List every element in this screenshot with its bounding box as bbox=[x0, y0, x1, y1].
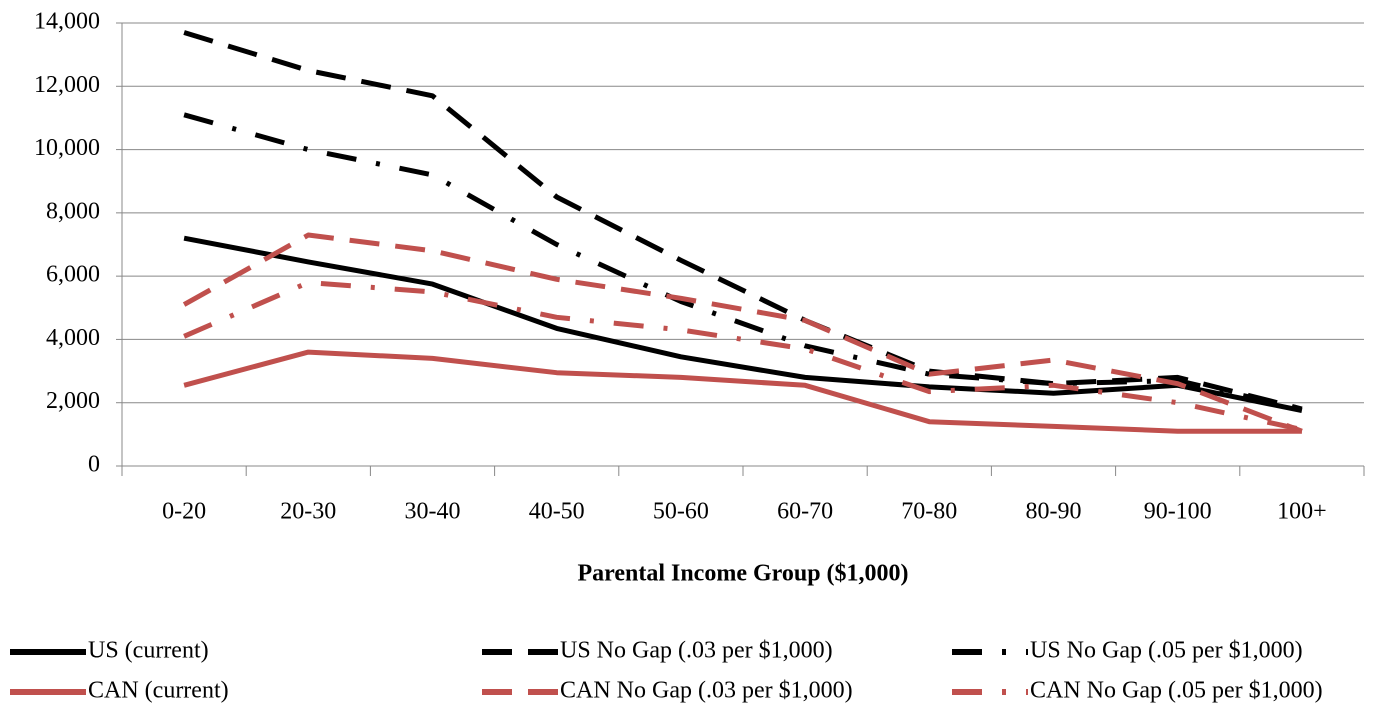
x-tick-label: 90-100 bbox=[1144, 499, 1212, 525]
legend-label: CAN No Gap (.05 per $1,000) bbox=[1030, 678, 1323, 704]
x-tick-label: 100+ bbox=[1277, 499, 1327, 525]
x-tick-label: 30-40 bbox=[405, 499, 461, 525]
y-tick-label: 10,000 bbox=[34, 135, 100, 161]
series-line bbox=[182, 232, 1303, 434]
y-tick-label: 2,000 bbox=[46, 388, 100, 414]
y-tick-label: 14,000 bbox=[34, 9, 100, 35]
series-line bbox=[183, 112, 1303, 412]
x-tick-label: 70-80 bbox=[901, 499, 957, 525]
x-tick-label: 40-50 bbox=[529, 499, 585, 525]
series-line bbox=[183, 235, 1303, 414]
y-tick-label: 4,000 bbox=[46, 325, 100, 351]
x-tick-label: 0-20 bbox=[162, 499, 206, 525]
x-tick-label: 50-60 bbox=[653, 499, 709, 525]
x-axis-title: Parental Income Group ($1,000) bbox=[577, 561, 908, 587]
x-tick-label: 60-70 bbox=[777, 499, 833, 525]
legend-label: US No Gap (.05 per $1,000) bbox=[1030, 638, 1303, 664]
y-tick-label: 0 bbox=[88, 452, 100, 478]
legend-label: CAN (current) bbox=[88, 678, 229, 704]
y-tick-label: 6,000 bbox=[46, 262, 100, 288]
y-tick-label: 12,000 bbox=[34, 72, 100, 98]
x-tick-label: 20-30 bbox=[280, 499, 336, 525]
y-tick-label: 8,000 bbox=[46, 198, 100, 224]
x-tick-label: 80-90 bbox=[1026, 499, 1082, 525]
legend-label: US No Gap (.03 per $1,000) bbox=[560, 638, 833, 664]
legend-label: CAN No Gap (.03 per $1,000) bbox=[560, 678, 853, 704]
series-line bbox=[183, 349, 1302, 434]
legend-label: US (current) bbox=[88, 638, 209, 664]
